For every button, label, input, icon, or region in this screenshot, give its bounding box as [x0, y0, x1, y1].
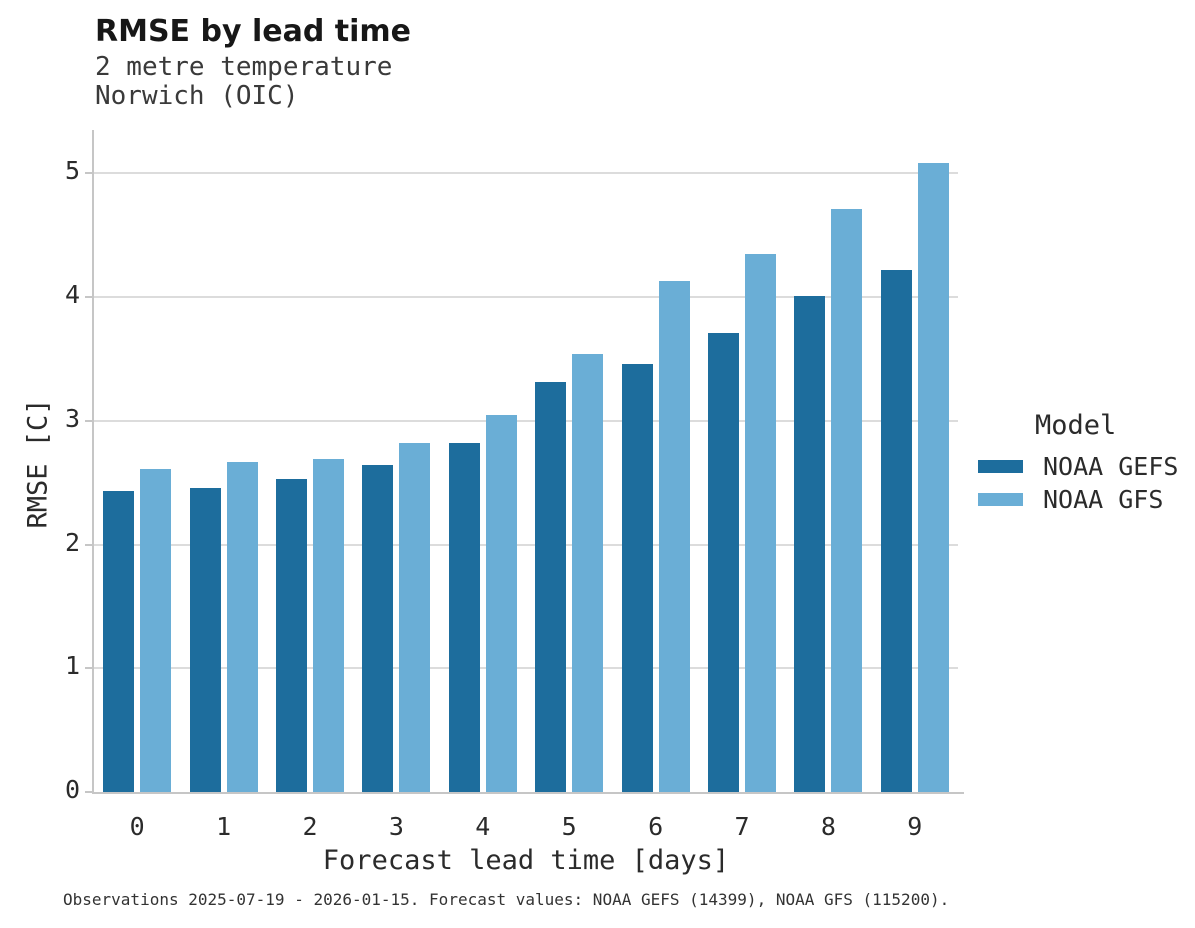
y-axis-title: RMSE [C] — [22, 398, 54, 529]
x-axis-spine — [92, 792, 964, 794]
bar-noaa-gfs-day8 — [831, 209, 863, 792]
y-tick-label-0: 0 — [64, 775, 80, 804]
legend-swatch-gefs — [978, 460, 1023, 473]
caption: Observations 2025-07-19 - 2026-01-15. Fo… — [63, 890, 950, 909]
gridline-y-4 — [94, 296, 958, 299]
legend: Model NOAA GEFS NOAA GFS — [978, 410, 1193, 516]
legend-swatch-gfs — [978, 493, 1023, 506]
bar-noaa-gfs-day1 — [226, 461, 258, 792]
bar-noaa-gefs-day0 — [103, 491, 135, 792]
bar-noaa-gfs-day2 — [313, 459, 344, 792]
bar-noaa-gfs-day9 — [917, 163, 949, 792]
bar-noaa-gefs-day5 — [535, 382, 567, 792]
x-tick-label-5: 5 — [561, 812, 577, 841]
chart-subtitle-location: Norwich (OIC) — [95, 81, 299, 111]
x-tick-label-1: 1 — [216, 812, 232, 841]
bar-noaa-gfs-day5 — [572, 353, 604, 792]
y-axis-spine — [92, 130, 94, 794]
chart-title: RMSE by lead time — [95, 14, 411, 49]
gridline-y-3 — [94, 419, 958, 422]
plot-area — [94, 130, 958, 792]
y-tick-3 — [85, 419, 93, 422]
x-tick-label-3: 3 — [388, 812, 404, 841]
x-tick-label-7: 7 — [734, 812, 750, 841]
bar-noaa-gefs-day8 — [794, 295, 826, 792]
chart-subtitle-variable: 2 metre temperature — [95, 52, 393, 82]
bar-noaa-gefs-day1 — [189, 487, 221, 792]
legend-item-noaa-gfs: NOAA GFS — [978, 483, 1193, 516]
y-tick-label-4: 4 — [64, 280, 80, 310]
y-tick-5 — [85, 172, 93, 175]
bar-noaa-gfs-day7 — [745, 253, 776, 792]
bar-noaa-gfs-day0 — [140, 469, 172, 792]
y-tick-2 — [85, 543, 93, 546]
bar-noaa-gfs-day6 — [658, 280, 690, 792]
x-tick-label-0: 0 — [129, 812, 145, 841]
legend-label-gfs: NOAA GFS — [1043, 485, 1164, 514]
bar-noaa-gefs-day7 — [708, 332, 739, 792]
bar-noaa-gfs-day4 — [485, 414, 517, 792]
bar-noaa-gefs-day4 — [448, 443, 480, 792]
legend-item-noaa-gefs: NOAA GEFS — [978, 450, 1193, 483]
y-tick-label-1: 1 — [64, 651, 80, 681]
y-tick-1 — [85, 667, 93, 670]
x-tick-label-8: 8 — [820, 812, 836, 841]
bar-noaa-gefs-day3 — [362, 465, 394, 792]
legend-label-gefs: NOAA GEFS — [1043, 452, 1179, 481]
gridline-y-2 — [94, 543, 958, 546]
gridline-y-5 — [94, 172, 958, 175]
legend-title: Model — [1035, 410, 1117, 441]
x-tick-label-6: 6 — [648, 812, 664, 841]
x-tick-label-4: 4 — [475, 812, 491, 841]
x-axis-title: Forecast lead time [days] — [322, 845, 730, 876]
y-tick-label-2: 2 — [64, 527, 80, 557]
bar-noaa-gefs-day9 — [880, 269, 912, 792]
bar-noaa-gefs-day2 — [276, 478, 307, 792]
y-tick-0 — [85, 791, 93, 793]
bar-noaa-gefs-day6 — [621, 363, 653, 792]
y-tick-4 — [85, 296, 93, 299]
x-tick-label-9: 9 — [907, 812, 923, 841]
bar-noaa-gfs-day3 — [399, 443, 431, 792]
gridline-y-1 — [94, 667, 958, 670]
y-tick-label-3: 3 — [64, 403, 80, 433]
x-tick-label-2: 2 — [302, 812, 318, 841]
y-tick-label-5: 5 — [64, 156, 80, 186]
